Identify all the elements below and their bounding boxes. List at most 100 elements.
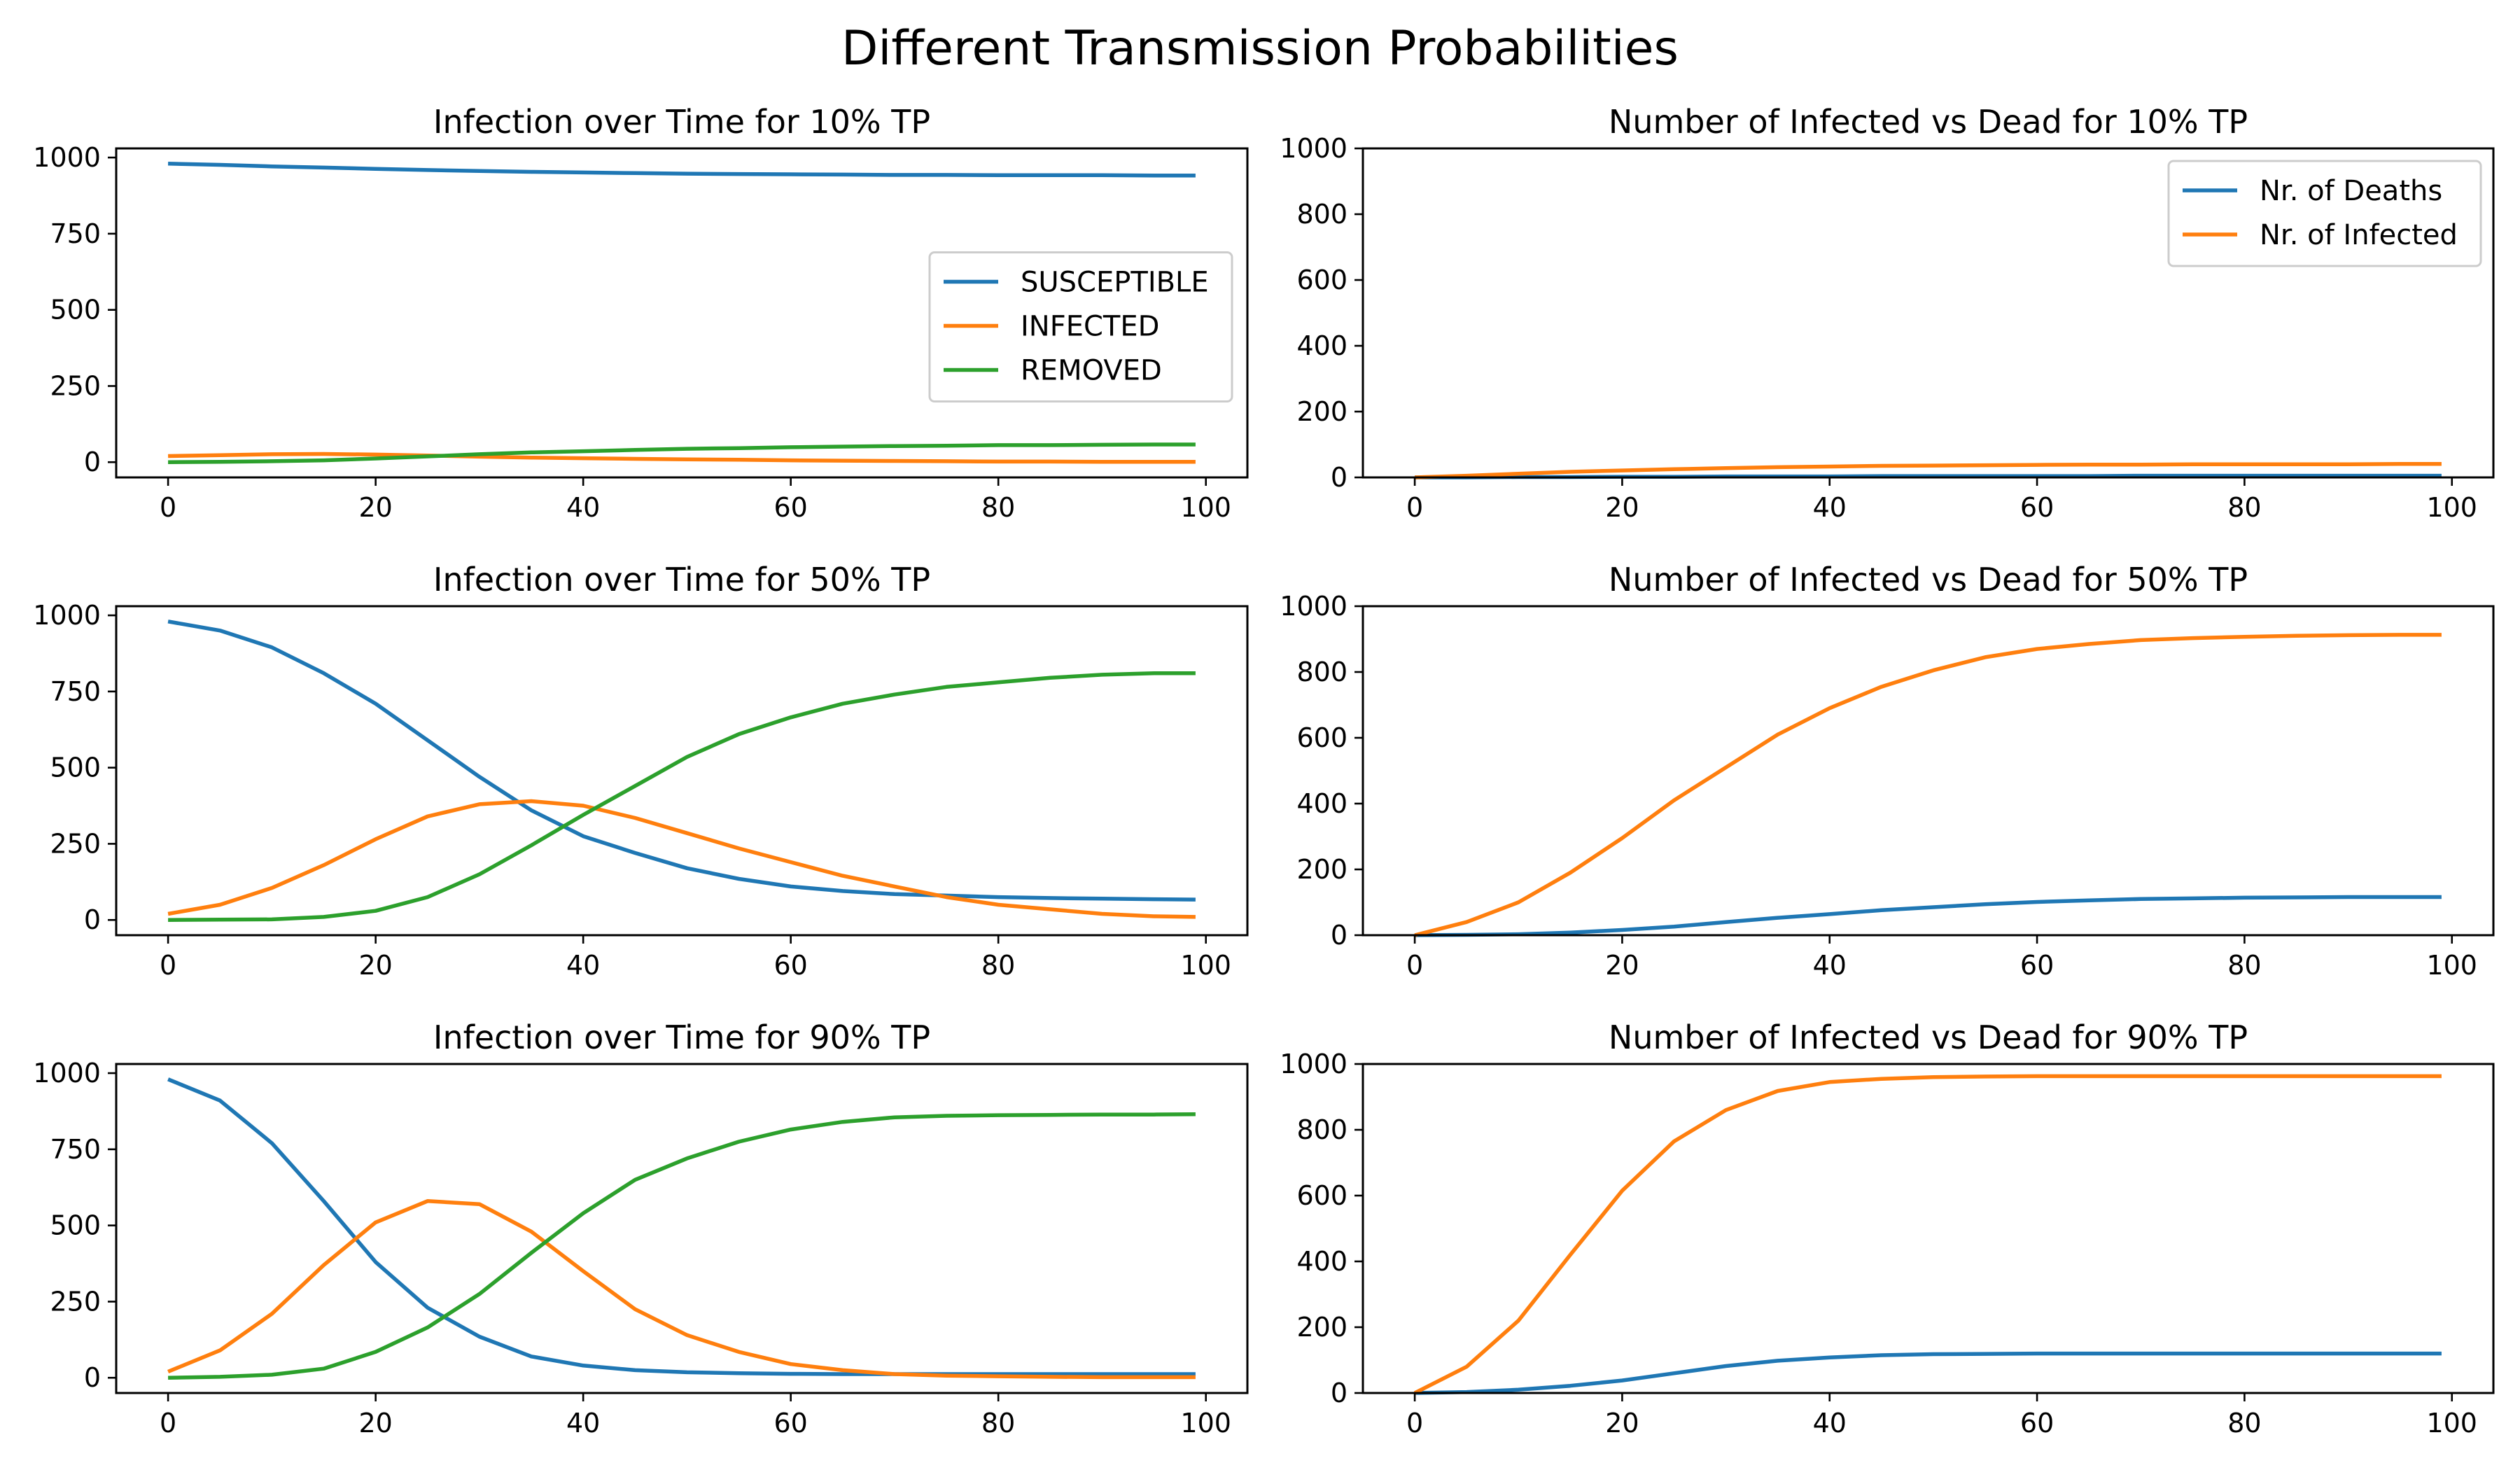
y-tick-label: 750 [50, 676, 101, 707]
y-tick-label: 200 [1296, 396, 1348, 427]
series-line-nr-of-deaths [1415, 1351, 2442, 1395]
y-tick-label: 500 [50, 1210, 101, 1241]
y-tick-label: 1000 [1280, 591, 1348, 622]
x-tick-label: 0 [1406, 950, 1423, 981]
x-tick-label: 0 [1406, 1408, 1423, 1438]
series-line-infected [167, 1199, 1196, 1380]
axes-frame [115, 1063, 1249, 1394]
series-line-susceptible [167, 1077, 1196, 1376]
y-tick-label: 0 [1331, 1378, 1348, 1408]
x-tick-label: 20 [1605, 950, 1639, 981]
series-line-nr-of-infected [1415, 461, 2442, 479]
x-tick-label: 100 [1180, 492, 1231, 523]
series-line-removed [168, 1112, 1196, 1380]
x-tick-label: 20 [358, 492, 392, 523]
x-tick-label: 100 [2426, 492, 2477, 523]
y-tick-label: 0 [1331, 920, 1348, 951]
x-tick-label: 80 [981, 1408, 1015, 1438]
x-tick-label: 80 [981, 492, 1015, 523]
y-tick-label: 750 [50, 218, 101, 249]
series-line-nr-of-infected [1414, 633, 2442, 937]
x-tick-label: 40 [566, 950, 600, 981]
axes-frame [115, 147, 1249, 479]
y-tick-label: 600 [1296, 722, 1348, 753]
y-tick-label: 200 [1296, 1312, 1348, 1343]
x-tick-label: 100 [1180, 1408, 1231, 1438]
subplot-4: Number of Infected vs Dead for 50% TP 0 20… [1280, 561, 2495, 981]
y-tick-label: 250 [50, 1286, 101, 1317]
y-tick-label: 0 [84, 447, 101, 477]
x-tick-label: 40 [1813, 1408, 1847, 1438]
x-tick-label: 20 [1605, 1408, 1639, 1438]
y-tick-label: 800 [1296, 199, 1348, 230]
series-line-susceptible [168, 162, 1196, 178]
y-tick-label: 1000 [33, 600, 101, 631]
subplot-2: Number of Infected vs Dead for 10% TP 0 20… [1280, 103, 2495, 523]
x-tick-label: 20 [358, 1408, 392, 1438]
x-tick-label: 60 [2020, 1408, 2054, 1438]
y-tick-label: 400 [1296, 788, 1348, 819]
x-tick-label: 20 [358, 950, 392, 981]
subplot-title: Infection over Time for 10% TP [433, 103, 930, 141]
legend: SUSCEPTIBLE INFECTED REMOVED [928, 251, 1233, 402]
legend-label: INFECTED [1021, 311, 1159, 343]
legend-box [2167, 160, 2482, 267]
axes-frame [1362, 1063, 2495, 1394]
y-tick-label: 0 [84, 904, 101, 935]
series-line-susceptible [167, 620, 1196, 902]
legend-box [928, 251, 1233, 402]
y-tick-label: 200 [1296, 854, 1348, 885]
y-tick-label: 400 [1296, 330, 1348, 361]
y-tick-label: 0 [84, 1362, 101, 1393]
legend-label: Nr. of Infected [2260, 219, 2458, 251]
x-tick-label: 80 [2227, 492, 2261, 523]
legend-label: SUSCEPTIBLE [1021, 267, 1209, 299]
x-tick-label: 100 [1180, 950, 1231, 981]
x-tick-label: 0 [160, 1408, 176, 1438]
x-tick-label: 100 [2426, 1408, 2477, 1438]
series-line-nr-of-infected [1413, 1074, 2442, 1395]
x-tick-label: 40 [566, 492, 600, 523]
subplot-title: Number of Infected vs Dead for 10% TP [1609, 103, 2248, 141]
legend-label: REMOVED [1021, 355, 1162, 387]
x-tick-label: 60 [774, 492, 807, 523]
y-tick-label: 1000 [33, 1058, 101, 1088]
x-tick-label: 0 [1406, 492, 1423, 523]
x-tick-label: 80 [981, 950, 1015, 981]
x-tick-label: 20 [1605, 492, 1639, 523]
subplot-6: Number of Infected vs Dead for 90% TP 0 20… [1280, 1018, 2495, 1438]
x-tick-label: 60 [2020, 492, 2054, 523]
axes-frame [1362, 605, 2495, 937]
subplot-1: Infection over Time for 10% TP 0 20 40 60 80 1… [33, 103, 1249, 523]
y-tick-label: 400 [1296, 1246, 1348, 1277]
series-line-removed [168, 442, 1196, 464]
y-tick-label: 250 [50, 828, 101, 859]
series-line-infected [167, 799, 1196, 919]
subplots: Infection over Time for 10% TP 0 20 40 60 80 1… [33, 103, 2495, 1438]
y-tick-label: 600 [1296, 265, 1348, 295]
y-tick-label: 500 [50, 295, 101, 326]
y-tick-label: 600 [1296, 1180, 1348, 1211]
subplot-title: Infection over Time for 90% TP [433, 1018, 930, 1056]
series-line-infected [168, 451, 1196, 464]
y-tick-label: 750 [50, 1134, 101, 1165]
y-tick-label: 500 [50, 752, 101, 783]
y-tick-label: 250 [50, 370, 101, 401]
legend-label: Nr. of Deaths [2260, 175, 2442, 207]
x-tick-label: 40 [1813, 950, 1847, 981]
x-tick-label: 100 [2426, 950, 2477, 981]
x-tick-label: 40 [566, 1408, 600, 1438]
subplot-title: Number of Infected vs Dead for 90% TP [1609, 1018, 2248, 1056]
legend: Nr. of Deaths Nr. of Infected [2167, 160, 2482, 267]
y-tick-label: 1000 [1280, 133, 1348, 164]
x-tick-label: 60 [774, 950, 807, 981]
x-tick-label: 80 [2227, 950, 2261, 981]
axes-frame [1362, 147, 2495, 479]
x-tick-label: 40 [1813, 492, 1847, 523]
subplot-5: Infection over Time for 90% TP 0 20 40 60 80 1… [33, 1018, 1249, 1438]
x-tick-label: 80 [2227, 1408, 2261, 1438]
axes-frame [115, 605, 1249, 937]
series-line-nr-of-deaths [1415, 895, 2442, 937]
y-tick-label: 800 [1296, 657, 1348, 687]
